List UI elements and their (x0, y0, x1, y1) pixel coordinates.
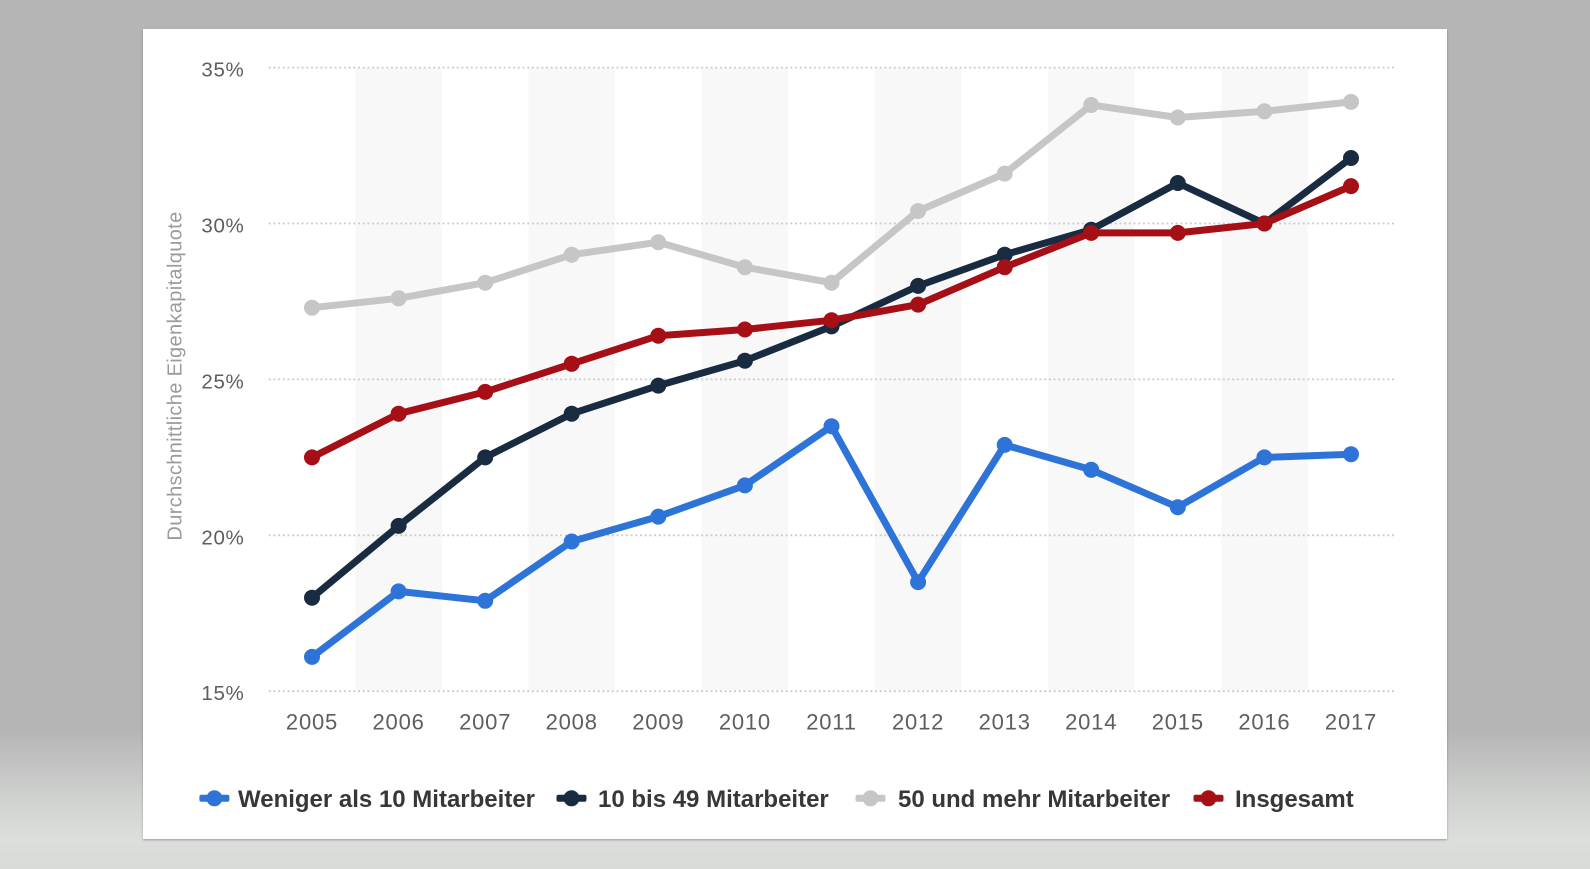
svg-text:2013: 2013 (979, 710, 1031, 735)
svg-text:2017: 2017 (1325, 710, 1377, 735)
svg-text:2009: 2009 (632, 710, 684, 735)
svg-text:2006: 2006 (373, 710, 425, 735)
svg-text:15%: 15% (201, 682, 244, 705)
svg-text:10 bis 49 Mitarbeiter: 10 bis 49 Mitarbeiter (598, 786, 829, 813)
svg-text:30%: 30% (201, 215, 244, 238)
svg-text:50 und mehr Mitarbeiter: 50 und mehr Mitarbeiter (898, 786, 1170, 813)
svg-text:2008: 2008 (546, 710, 598, 735)
svg-text:25%: 25% (201, 370, 244, 393)
svg-text:Insgesamt: Insgesamt (1235, 786, 1354, 813)
svg-text:2015: 2015 (1152, 710, 1204, 735)
svg-text:2011: 2011 (806, 710, 857, 735)
svg-text:2005: 2005 (286, 710, 338, 735)
svg-text:20%: 20% (201, 526, 244, 549)
svg-text:35%: 35% (201, 59, 244, 82)
svg-text:Weniger als 10 Mitarbeiter: Weniger als 10 Mitarbeiter (238, 786, 535, 813)
svg-text:2014: 2014 (1065, 710, 1117, 735)
svg-text:2012: 2012 (892, 710, 944, 735)
svg-text:Durchschnittliche Eigenkapital: Durchschnittliche Eigenkapitalquote (165, 211, 187, 540)
svg-text:2010: 2010 (719, 710, 771, 735)
svg-text:2007: 2007 (459, 710, 511, 735)
svg-text:2016: 2016 (1238, 710, 1290, 735)
